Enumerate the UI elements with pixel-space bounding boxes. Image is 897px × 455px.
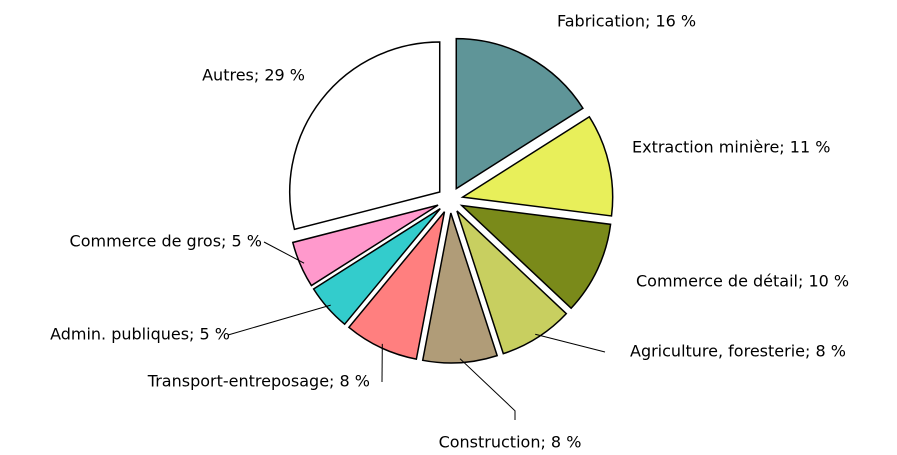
data-label: Transport-entreposage; 8 % [147, 372, 370, 391]
pie-slice [347, 211, 446, 360]
data-label: Admin. publiques; 5 % [50, 325, 230, 344]
pie-slice [291, 204, 439, 287]
pie-slice [459, 204, 612, 310]
data-label: Extraction minière; 11 % [632, 138, 830, 157]
pie-slice [312, 207, 441, 326]
pie-slice [289, 41, 441, 231]
data-label: Fabrication; 16 % [557, 12, 696, 31]
pie-slice [460, 115, 614, 217]
pie-slice [455, 37, 584, 190]
data-label: Commerce de détail; 10 % [636, 272, 849, 291]
pie-slice [456, 210, 568, 355]
data-label: Autres; 29 % [202, 66, 305, 85]
leader-line [263, 241, 305, 264]
data-label: Agriculture, foresterie; 8 % [630, 342, 846, 361]
leader-line [227, 304, 331, 336]
data-label: Commerce de gros; 5 % [70, 232, 262, 251]
leader-line [459, 358, 516, 420]
leader-line [535, 333, 606, 353]
data-label: Construction; 8 % [439, 433, 582, 452]
pie-slice [421, 212, 499, 364]
